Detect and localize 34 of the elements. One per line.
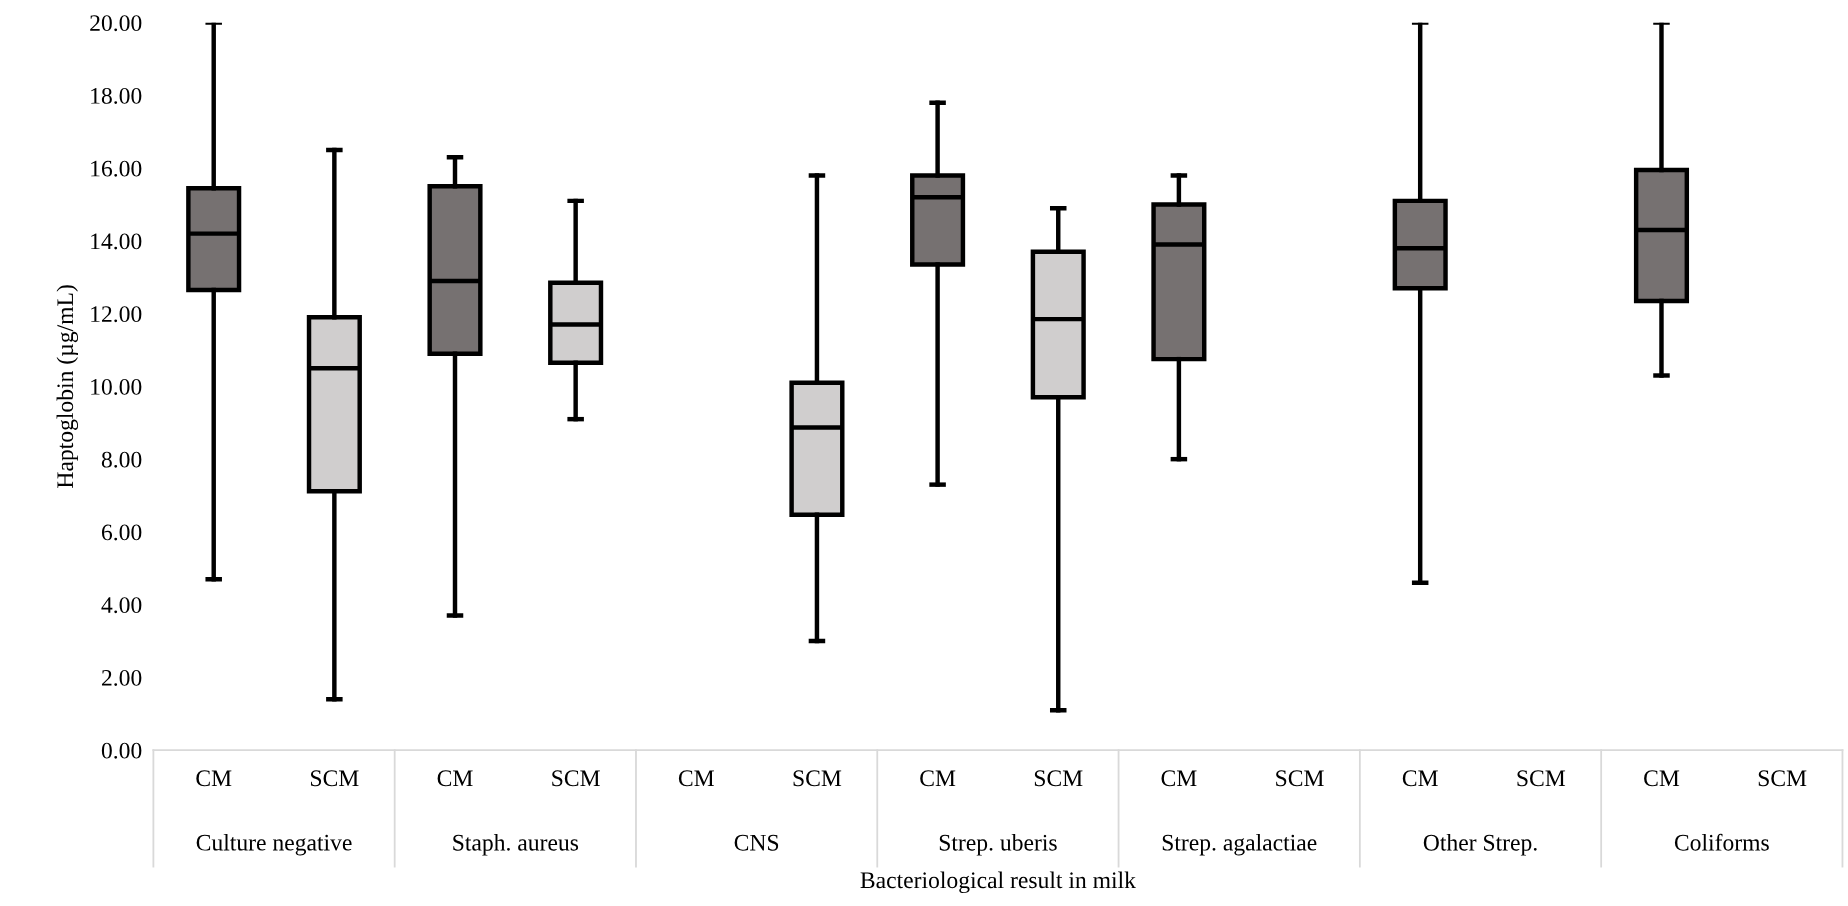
x-tick-label: SCM <box>311 770 359 787</box>
y-tick-label: 0.00 <box>101 742 142 759</box>
text: Other Strep. <box>1423 834 1537 856</box>
x-tick-label: SCM <box>1276 770 1324 787</box>
x-tick-label: SCM <box>552 770 600 787</box>
x-tick-label: SCM <box>1758 770 1807 787</box>
text: CNS <box>734 834 779 851</box>
x-axis-title: Bacteriological result in milk <box>860 871 1136 894</box>
text: Staph. aureus <box>453 834 579 856</box>
text: Strep. agalactiae <box>1162 834 1317 856</box>
y-tick-label: 10.00 <box>91 378 142 395</box>
y-tick-label: 8.00 <box>101 451 142 468</box>
x-tick-label: CM <box>678 770 714 787</box>
x-tick-label: CM <box>920 770 956 787</box>
x-tick-label: SCM <box>1034 770 1083 787</box>
y-tick-label: 16.00 <box>91 160 142 177</box>
x-tick-label: CM <box>196 770 232 787</box>
y-tick-label: 14.00 <box>91 233 142 250</box>
text: Strep. uberis <box>939 834 1057 856</box>
y-tick-label: 12.00 <box>91 306 142 323</box>
text: Coliforms <box>1674 833 1769 851</box>
y-tick-label: 2.00 <box>101 669 142 686</box>
x-tick-label: SCM <box>1517 770 1566 787</box>
y-tick-label: 20.00 <box>90 15 142 32</box>
x-tick-label: SCM <box>793 770 842 787</box>
x-tick-label: CM <box>1644 770 1680 787</box>
x-tick-label: CM <box>1402 770 1438 787</box>
y-tick-label: 4.00 <box>101 597 142 614</box>
x-tick-label: CM <box>437 770 473 787</box>
y-axis-title: Haptoglobin (µg/mL) <box>56 285 79 488</box>
x-tick-label: CM <box>1161 770 1197 787</box>
y-tick-label: 6.00 <box>101 524 142 541</box>
text: Culture negative <box>196 834 352 856</box>
y-tick-label: 18.00 <box>91 87 142 104</box>
